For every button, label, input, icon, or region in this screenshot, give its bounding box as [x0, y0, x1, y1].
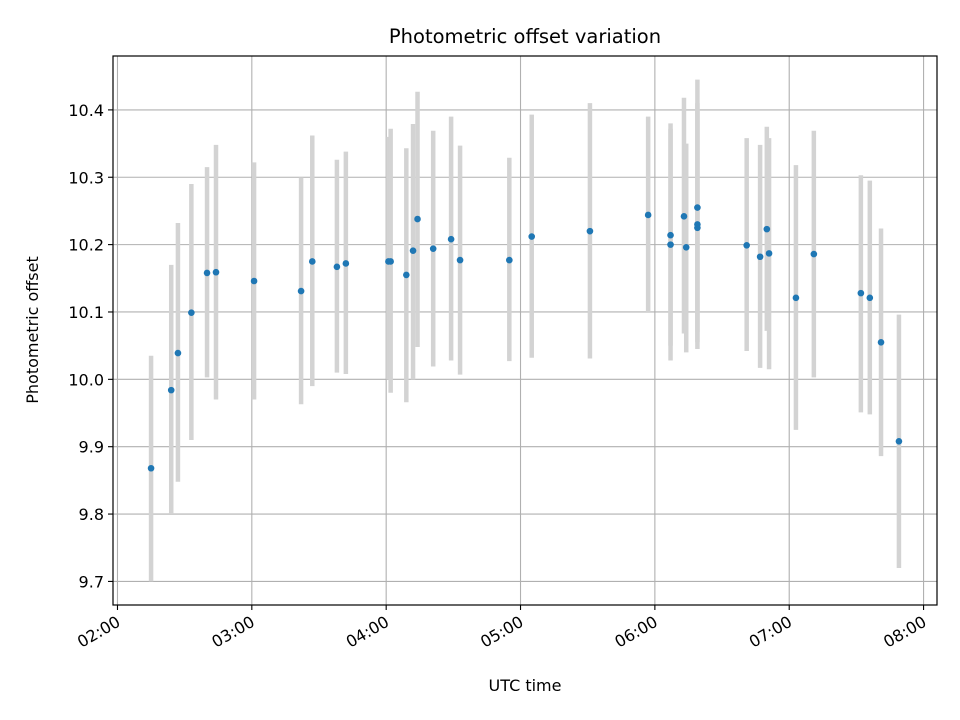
- data-point: [342, 260, 350, 267]
- data-point: [212, 268, 220, 276]
- data-point: [765, 250, 773, 257]
- data-point: [297, 287, 305, 295]
- data-point: [743, 241, 750, 249]
- y-tick-label: 10.1: [68, 303, 104, 322]
- y-axis-ticks: 9.7 9.8 9.9 10.0 10.1 10.2 10.3 10.4: [68, 101, 113, 591]
- y-tick-label: 10.3: [68, 168, 104, 187]
- y-tick-label: 9.8: [79, 505, 104, 524]
- data-point: [174, 349, 182, 357]
- data-point: [203, 269, 211, 277]
- data-point: [414, 215, 421, 223]
- data-point: [756, 253, 764, 261]
- data-point: [682, 244, 690, 251]
- data-point: [586, 227, 594, 235]
- data-point: [694, 224, 701, 232]
- data-point: [429, 245, 437, 252]
- data-point: [333, 263, 341, 271]
- y-tick-label: 10.2: [68, 236, 104, 255]
- data-point: [810, 250, 818, 258]
- data-point: [667, 231, 674, 239]
- data-point: [694, 204, 701, 211]
- y-tick-label: 9.7: [79, 572, 104, 591]
- x-axis-label: UTC time: [489, 676, 562, 695]
- data-point: [866, 294, 874, 302]
- data-point: [250, 277, 258, 285]
- chart-title: Photometric offset variation: [389, 25, 661, 48]
- data-point: [387, 258, 394, 265]
- data-point: [792, 294, 800, 302]
- data-point: [857, 289, 865, 297]
- data-point: [877, 338, 885, 346]
- y-tick-label: 10.0: [68, 370, 104, 389]
- data-point: [644, 211, 652, 219]
- data-point: [409, 247, 417, 254]
- data-point: [167, 386, 175, 394]
- data-point: [308, 258, 316, 265]
- data-point: [667, 241, 674, 248]
- data-point: [147, 464, 155, 472]
- y-tick-label: 10.4: [68, 101, 104, 120]
- data-point: [763, 225, 771, 233]
- plot-frame: [112, 55, 938, 606]
- data-points: [147, 204, 903, 472]
- data-point: [447, 235, 455, 243]
- y-tick-label: 9.9: [79, 438, 104, 457]
- data-point: [188, 309, 195, 316]
- data-point: [895, 438, 903, 445]
- data-point: [456, 256, 464, 264]
- data-point: [506, 256, 513, 264]
- data-point: [528, 233, 536, 240]
- data-point: [680, 213, 688, 220]
- y-axis-label: Photometric offset: [23, 256, 42, 404]
- data-point: [403, 271, 410, 279]
